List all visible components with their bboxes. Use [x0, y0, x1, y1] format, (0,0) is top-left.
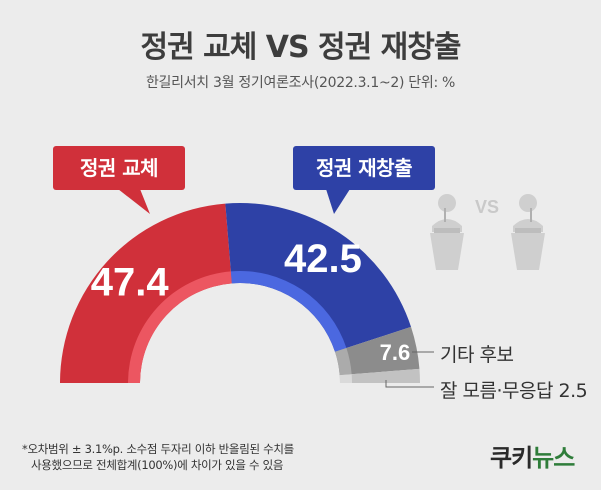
arc-dont-know — [339, 368, 420, 383]
footnote-line-2: 사용했으므로 전체합계(100%)에 차이가 있을 수 있음 — [31, 458, 284, 472]
value-label-other-candidate: 7.6 — [380, 340, 411, 365]
leader-line-dontknow — [385, 380, 434, 388]
arc-other-candidate — [335, 326, 420, 376]
footnote: *오차범위 ± 3.1%p. 소수점 두자리 이하 반올림된 수치를 사용했으므… — [22, 441, 294, 473]
arc-dont-know-inner-ring — [339, 374, 352, 383]
bubble-tail-blue — [326, 189, 350, 214]
value-label-regime-change: 47.4 — [91, 260, 170, 304]
arc-regime-change — [60, 203, 232, 383]
value-label-regime-extension: 42.5 — [284, 237, 362, 281]
arc-regime-extension-inner-ring — [230, 271, 347, 352]
chart-title: 정권 교체 VS 정권 재창출 — [140, 30, 461, 65]
kukinews-logo: 쿠키뉴스 — [490, 438, 575, 473]
legend-label-other-candidate: 기타 후보 — [440, 344, 514, 366]
footnote-line-1: *오차범위 ± 3.1%p. 소수점 두자리 이하 반올림된 수치를 — [22, 442, 294, 456]
legend-label-dont-know: 잘 모름·무응답 2.5 — [440, 380, 588, 402]
podium-icon-left — [430, 194, 464, 270]
chart-subtitle: 한길리서치 3월 정기여론조사(2022.3.1~2) 단위: % — [145, 75, 456, 91]
legend-bubble-regime-change: 정권 교체 — [53, 146, 185, 190]
arc-other-candidate-inner-ring — [335, 348, 352, 376]
podium-icon-right — [511, 194, 545, 270]
logo-text-a: 쿠키 — [490, 444, 533, 472]
arc-regime-change-inner-ring — [128, 271, 232, 383]
bubble-tail-red — [118, 189, 150, 214]
arc-regime-extension — [225, 203, 412, 352]
vs-label: VS — [475, 197, 499, 217]
legend-bubble-regime-extension: 정권 재창출 — [293, 146, 435, 190]
logo-text-b: 뉴스 — [532, 444, 575, 472]
